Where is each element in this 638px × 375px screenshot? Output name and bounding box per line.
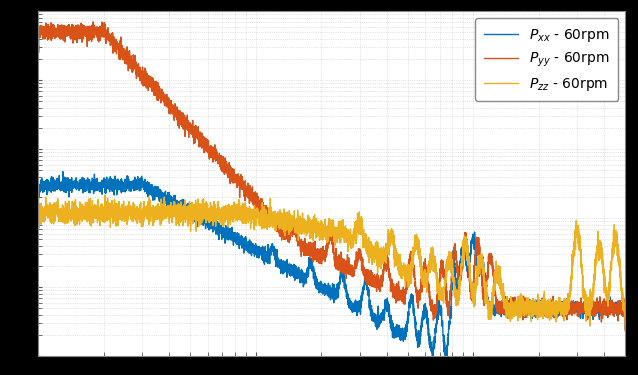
- $P_{xx}$ - 60rpm: [621, 327, 629, 331]
- Legend: $P_{xx}$ - 60rpm, $P_{yy}$ - 60rpm, $P_{zz}$ - 60rpm: $P_{xx}$ - 60rpm, $P_{yy}$ - 60rpm, $P_{…: [475, 18, 618, 101]
- $P_{zz}$ - 60rpm: [101, 193, 109, 197]
- Line: $P_{yy}$ - 60rpm: $P_{yy}$ - 60rpm: [38, 22, 625, 331]
- $P_{yy}$ - 60rpm: [517, 312, 525, 317]
- $P_{yy}$ - 60rpm: [259, 200, 267, 205]
- $P_{yy}$ - 60rpm: [89, 20, 97, 24]
- $P_{xx}$ - 60rpm: [34, 202, 42, 207]
- $P_{xx}$ - 60rpm: [416, 332, 424, 336]
- $P_{xx}$ - 60rpm: [259, 244, 267, 248]
- $P_{zz}$ - 60rpm: [34, 228, 42, 232]
- $P_{xx}$ - 60rpm: [141, 177, 149, 182]
- $P_{xx}$ - 60rpm: [443, 356, 450, 360]
- $P_{xx}$ - 60rpm: [59, 169, 66, 174]
- $P_{xx}$ - 60rpm: [387, 318, 394, 322]
- Line: $P_{zz}$ - 60rpm: $P_{zz}$ - 60rpm: [38, 195, 625, 326]
- $P_{yy}$ - 60rpm: [416, 296, 424, 300]
- $P_{zz}$ - 60rpm: [517, 291, 525, 296]
- $P_{zz}$ - 60rpm: [473, 284, 480, 288]
- $P_{zz}$ - 60rpm: [259, 224, 267, 229]
- $P_{zz}$ - 60rpm: [416, 252, 424, 256]
- Line: $P_{xx}$ - 60rpm: $P_{xx}$ - 60rpm: [38, 171, 625, 358]
- $P_{xx}$ - 60rpm: [517, 300, 525, 304]
- $P_{yy}$ - 60rpm: [621, 328, 629, 333]
- $P_{zz}$ - 60rpm: [141, 214, 149, 219]
- $P_{zz}$ - 60rpm: [621, 323, 629, 327]
- $P_{yy}$ - 60rpm: [34, 41, 42, 46]
- $P_{zz}$ - 60rpm: [586, 324, 593, 328]
- $P_{zz}$ - 60rpm: [387, 228, 394, 232]
- $P_{xx}$ - 60rpm: [473, 263, 480, 268]
- $P_{yy}$ - 60rpm: [387, 273, 394, 278]
- $P_{yy}$ - 60rpm: [141, 74, 149, 78]
- $P_{yy}$ - 60rpm: [473, 237, 480, 242]
